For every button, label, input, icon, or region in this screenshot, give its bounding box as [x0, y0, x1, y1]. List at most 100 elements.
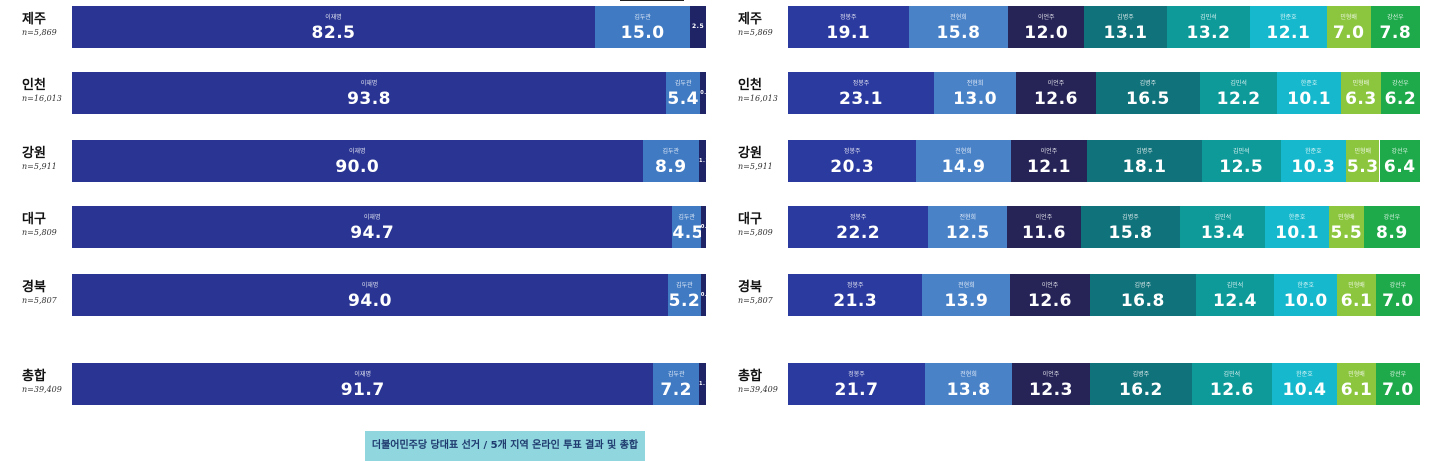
region-label: 인천: [22, 78, 46, 93]
segment-name: 김민석: [1230, 80, 1247, 87]
bar-segment: 정봉주 21.7: [788, 363, 925, 405]
leader-vote-chart: 제주 n=5,869 이재명 82.5 김두관 15.0 2.5 인천 n=16,013 이재명 9…: [22, 6, 706, 405]
segment-name: 한준호: [1297, 282, 1314, 289]
stacked-bar: 정봉주 20.3 전현희 14.9 이언주 12.1 김병주 18.1 김민석 12.5 한준호 10…: [788, 140, 1420, 182]
bar-segment: 강선우 6.2: [1380, 72, 1420, 114]
segment-name: 강선우: [1392, 80, 1409, 87]
region-label: 대구: [22, 212, 46, 227]
stacked-bar: 이재명 91.7 김두관 7.2 1.1: [72, 363, 706, 405]
stacked-bar: 이재명 90.0 김두관 8.9 1.1: [72, 140, 706, 182]
data-label: 6.2: [1384, 89, 1417, 109]
sample-size: n=5,869: [738, 28, 773, 37]
data-label: 2.5: [691, 23, 705, 30]
data-label: 5.5: [1330, 223, 1363, 243]
segment-name: 이재명: [325, 14, 342, 21]
bar-segment: 전현희 13.8: [925, 363, 1013, 405]
sample-size: n=5,911: [738, 162, 773, 171]
sample-size: n=5,809: [22, 228, 57, 237]
bar-segment: 1.1: [699, 140, 706, 182]
bar-segment: 강선우 7.0: [1375, 274, 1420, 316]
data-label: 6.1: [1340, 291, 1373, 311]
bar-segment: 정봉주 23.1: [788, 72, 934, 114]
data-label: 93.8: [347, 89, 392, 109]
segment-name: 김민석: [1200, 14, 1217, 21]
data-label: 13.8: [946, 380, 991, 400]
bar-segment: 민형배 5.5: [1328, 206, 1364, 248]
bar-segment: 이언주 12.6: [1016, 72, 1096, 114]
sample-size: n=39,409: [22, 385, 62, 394]
data-label: 19.1: [826, 23, 871, 43]
bar-segment: 김민석 12.4: [1195, 274, 1275, 316]
data-label: 5.4: [667, 89, 699, 109]
data-label: 7.0: [1382, 291, 1414, 311]
bar-segment: 김병주 16.5: [1095, 72, 1201, 114]
segment-name: 이재명: [360, 80, 378, 87]
segment-name: 전현희: [959, 214, 977, 221]
bar-segment: 김두관 5.2: [667, 274, 701, 316]
data-label: 5.3: [1346, 157, 1379, 177]
top-rule: [620, 0, 684, 1]
stacked-bar: 정봉주 22.2 전현희 12.5 이언주 11.6 김병주 15.8 김민석 13.4 한준호 10…: [788, 206, 1420, 248]
bar-segment: 김두관 15.0: [595, 6, 691, 48]
bar-segment: 정봉주 21.3: [788, 274, 923, 316]
data-label: 14.9: [941, 157, 986, 177]
data-label: 7.0: [1382, 380, 1414, 400]
data-label: 15.8: [1108, 223, 1153, 243]
data-label: 12.5: [1219, 157, 1264, 177]
bar-segment: 김민석 13.2: [1166, 6, 1251, 48]
segment-name: 이언주: [1040, 148, 1058, 155]
bar-segment: 한준호 10.1: [1265, 206, 1329, 248]
bar-segment: 김병주 18.1: [1087, 140, 1202, 182]
bar-segment: 이재명 82.5: [72, 6, 596, 48]
segment-name: 김민석: [1226, 282, 1244, 289]
bar-segment: 민형배 5.3: [1345, 140, 1380, 182]
bar-segment: 민형배 6.3: [1341, 72, 1381, 114]
bar-segment: 강선우 7.8: [1370, 6, 1420, 48]
segment-name: 김병주: [1134, 282, 1152, 289]
bar-segment: 한준호 10.4: [1271, 363, 1338, 405]
data-label: 1.1: [699, 158, 706, 164]
bar-segment: 김병주 15.8: [1080, 206, 1181, 248]
sample-size: n=5,911: [22, 162, 57, 171]
bar-segment: 김병주 16.2: [1089, 363, 1193, 405]
data-label: 1.1: [699, 381, 706, 387]
bar-segment: 전현희 13.9: [922, 274, 1011, 316]
bar-segment: 김민석 12.2: [1200, 72, 1278, 114]
bar-segment: 전현희 13.0: [933, 72, 1017, 114]
segment-name: 김병주: [1132, 371, 1150, 378]
data-label: 0.8: [700, 224, 706, 230]
data-label: 15.0: [620, 23, 665, 43]
segment-name: 정봉주: [852, 80, 870, 87]
segment-name: 한준호: [1296, 371, 1313, 378]
region-label: 경북: [22, 280, 46, 295]
segment-name: 한준호: [1288, 214, 1306, 221]
supreme-council-vote-chart: 제주 n=5,869 정봉주 19.1 전현희 15.8 이언주 12.0 김병주 13.1 김민석…: [716, 0, 1432, 461]
sample-size: n=16,013: [738, 94, 778, 103]
stacked-bar: 정봉주 19.1 전현희 15.8 이언주 12.0 김병주 13.1 김민석 13.2 한준호 12…: [788, 6, 1420, 48]
bar-segment: 민형배 6.1: [1337, 274, 1376, 316]
segment-name: 강선우: [1387, 14, 1404, 21]
data-label: 8.9: [654, 157, 687, 177]
data-label: 10.1: [1275, 223, 1320, 243]
segment-name: 강선우: [1389, 282, 1407, 289]
bar-segment: 민형배 6.1: [1337, 363, 1376, 405]
data-label: 21.3: [833, 291, 878, 311]
bar-segment: 이언주 12.0: [1008, 6, 1085, 48]
data-label: 6.4: [1383, 157, 1416, 177]
data-label: 0.8: [700, 292, 706, 298]
data-label: 22.2: [836, 223, 881, 243]
data-label: 7.0: [1332, 23, 1365, 43]
bar-segment: 이언주 12.3: [1012, 363, 1090, 405]
data-label: 12.1: [1026, 157, 1071, 177]
sample-size: n=16,013: [22, 94, 62, 103]
bar-segment: 김두관 5.4: [666, 72, 701, 114]
data-label: 6.3: [1345, 89, 1377, 109]
segment-name: 한준호: [1300, 80, 1318, 87]
segment-name: 김병주: [1117, 14, 1134, 21]
segment-name: 김병주: [1122, 214, 1139, 221]
data-label: 94.7: [350, 223, 395, 243]
sample-size: n=5,809: [738, 228, 773, 237]
